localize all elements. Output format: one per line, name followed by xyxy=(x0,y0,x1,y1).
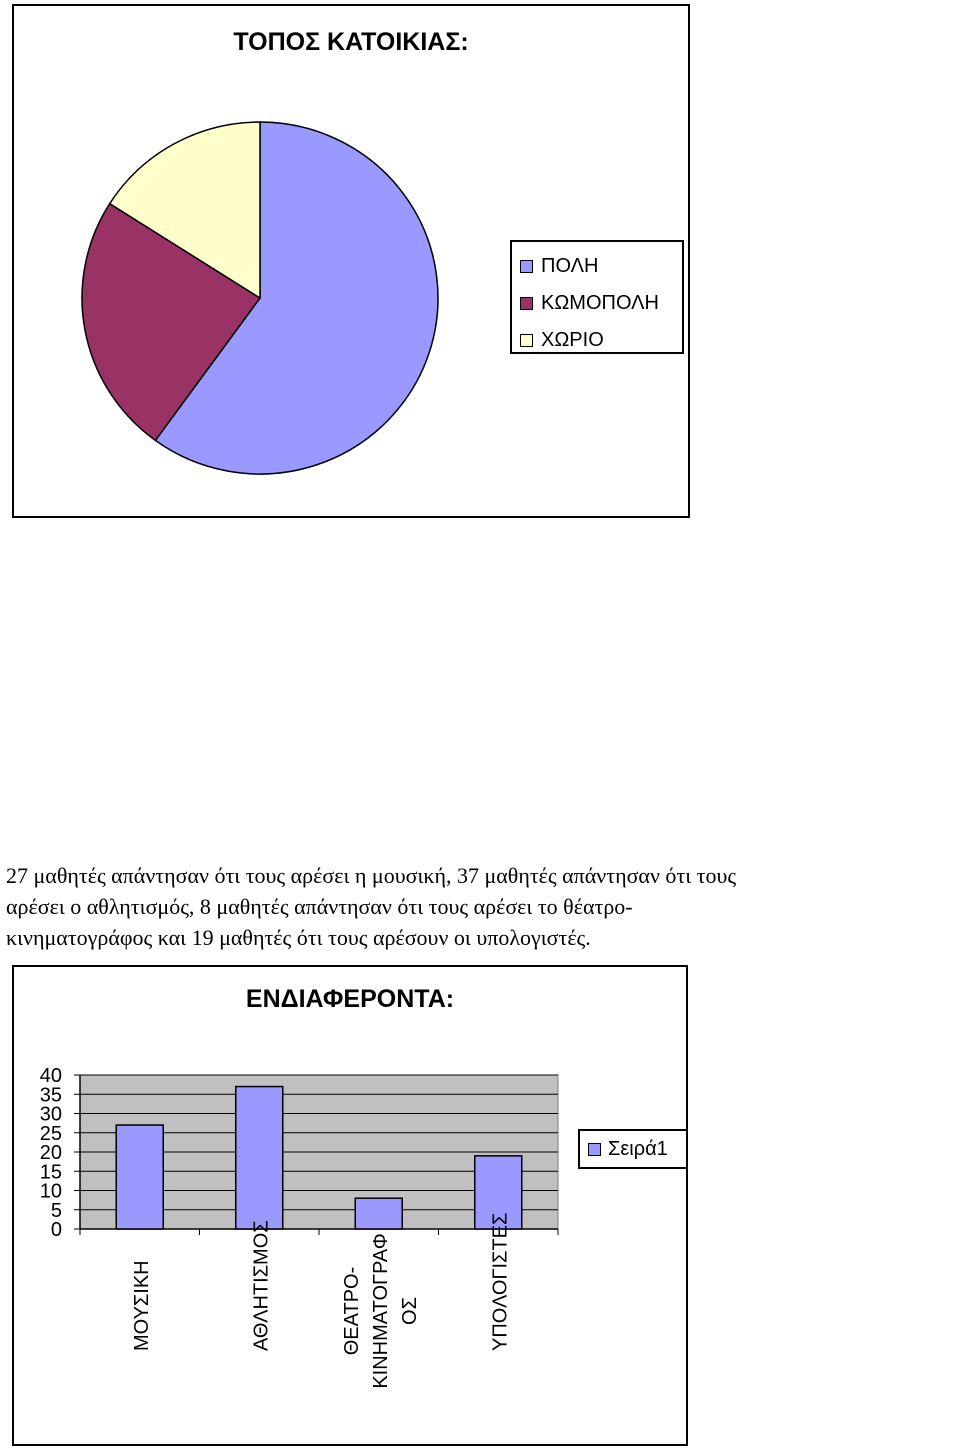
y-tick-label: 30 xyxy=(40,1104,62,1126)
legend-swatch xyxy=(520,334,533,347)
x-tick-label: ΜΟΥΣΙΚΗ xyxy=(131,1260,153,1351)
legend-swatch xyxy=(520,260,533,273)
pie-slice-chorio xyxy=(108,121,261,300)
pie-plot xyxy=(81,121,439,475)
x-tick-label: ΥΠΟΛΟΓΙΣΤΕΣ xyxy=(489,1213,511,1351)
bar xyxy=(354,1197,403,1230)
x-tick-label: ΑΘΛΗΤΙΣΜΟΣ xyxy=(250,1220,272,1351)
bar xyxy=(474,1155,523,1230)
paragraph-line: αρέσει ο αθλητισμός, 8 μαθητές απάντησαν… xyxy=(6,894,633,919)
legend-label: ΠΟΛΗ xyxy=(541,255,599,277)
bar-chart: ΕΝΔΙΑΦΕΡΟΝΤΑ: 0 5 10 15 20 25 30 35 40 ΜΟΥΣΙΚΗ ΑΘΛ… xyxy=(12,965,688,1446)
y-tick-label: 40 xyxy=(40,1065,62,1087)
legend-label: ΚΩΜΟΠΟΛΗ xyxy=(541,292,659,314)
pie-legend: ΠΟΛΗ ΚΩΜΟΠΟΛΗ ΧΩΡΙΟ xyxy=(510,240,684,354)
bar xyxy=(235,1085,284,1230)
y-tick-label: 35 xyxy=(40,1084,62,1106)
y-tick-label: 10 xyxy=(40,1181,62,1203)
legend-item-chorio: ΧΩΡΙΟ xyxy=(512,322,682,359)
legend-swatch xyxy=(520,297,533,310)
legend-item-poli: ΠΟΛΗ xyxy=(512,248,682,285)
results-paragraph: 27 μαθητές απάντησαν ότι τους αρέσει η μ… xyxy=(6,860,956,953)
x-tick-label: ΟΣ xyxy=(399,1297,421,1325)
legend-item-komopoli: ΚΩΜΟΠΟΛΗ xyxy=(512,285,682,322)
bar-legend: Σειρά1 xyxy=(578,1129,688,1169)
pie-slice-komopoli xyxy=(81,202,262,442)
legend-label: Σειρά1 xyxy=(608,1137,668,1160)
bar-chart-title: ΕΝΔΙΑΦΕΡΟΝΤΑ: xyxy=(245,985,455,1013)
pie-chart: ΤΟΠΟΣ ΚΑΤΟΙΚΙΑΣ: ΠΟΛΗ ΚΩΜΟΠΟΛΗ ΧΩΡΙΟ xyxy=(12,4,690,518)
y-tick-label: 5 xyxy=(51,1200,62,1222)
y-tick-label: 0 xyxy=(51,1219,62,1241)
pie-slice-poli xyxy=(154,121,439,475)
y-tick-label: 15 xyxy=(40,1161,62,1183)
x-tick-label: ΚΙΝΗΜΑΤΟΓΡΑΦ xyxy=(370,1233,392,1388)
paragraph-line: κινηματογράφος και 19 μαθητές ότι τους α… xyxy=(6,925,591,950)
paragraph-line: 27 μαθητές απάντησαν ότι τους αρέσει η μ… xyxy=(6,863,737,888)
y-tick-label: 25 xyxy=(40,1123,62,1145)
legend-label: ΧΩΡΙΟ xyxy=(541,329,604,351)
legend-swatch xyxy=(588,1142,601,1156)
x-tick-label: ΘΕΑΤΡΟ- xyxy=(341,1267,363,1356)
y-tick-label: 20 xyxy=(40,1142,62,1164)
pie-chart-title: ΤΟΠΟΣ ΚΑΤΟΙΚΙΑΣ: xyxy=(233,28,469,56)
bar xyxy=(115,1124,164,1230)
